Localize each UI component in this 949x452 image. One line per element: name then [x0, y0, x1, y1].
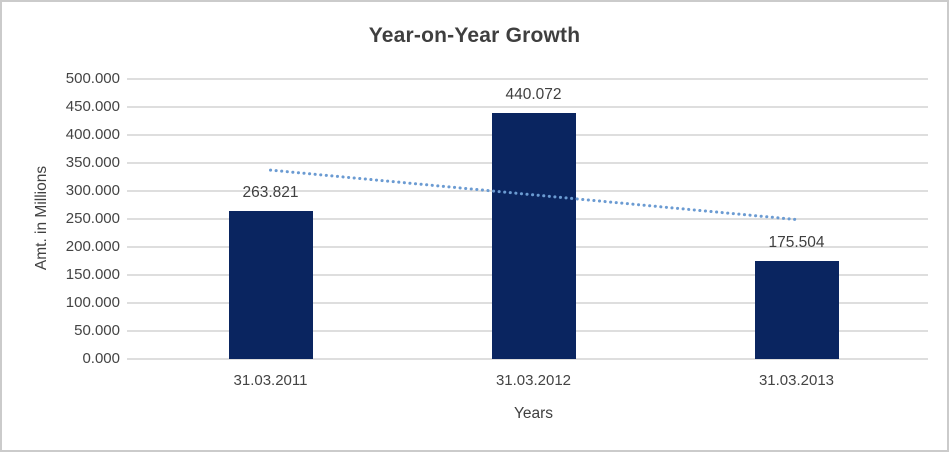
y-tick-label: 500.000: [65, 70, 120, 87]
bar: [491, 112, 576, 359]
y-tick-label: 200.000: [65, 238, 120, 255]
y-tick-label: 400.000: [65, 126, 120, 143]
bar-data-label: 263.821: [242, 184, 299, 202]
bar: [228, 211, 313, 359]
y-tick-label: 150.000: [65, 266, 120, 283]
x-axis-title: Years: [513, 405, 554, 422]
x-tick-label: 31.03.2011: [233, 372, 308, 389]
bar: [754, 260, 839, 359]
bar-data-label: 175.504: [768, 233, 825, 251]
y-tick-label: 250.000: [65, 210, 120, 227]
y-tick-label: 0.000: [82, 350, 120, 367]
gridline: [127, 78, 928, 80]
x-tick-label: 31.03.2012: [495, 372, 572, 389]
gridline: [127, 106, 928, 108]
y-tick-label: 350.000: [65, 154, 120, 171]
x-tick-label: 31.03.2013: [758, 372, 835, 389]
y-tick-label: 300.000: [65, 182, 120, 199]
y-tick-label: 100.000: [65, 294, 120, 311]
bar-data-label: 440.072: [505, 85, 562, 103]
y-tick-label: 50.000: [74, 322, 120, 339]
chart-title: Year-on-Year Growth: [368, 24, 581, 47]
gridline: [127, 358, 928, 360]
y-tick-label: 450.000: [65, 98, 120, 115]
